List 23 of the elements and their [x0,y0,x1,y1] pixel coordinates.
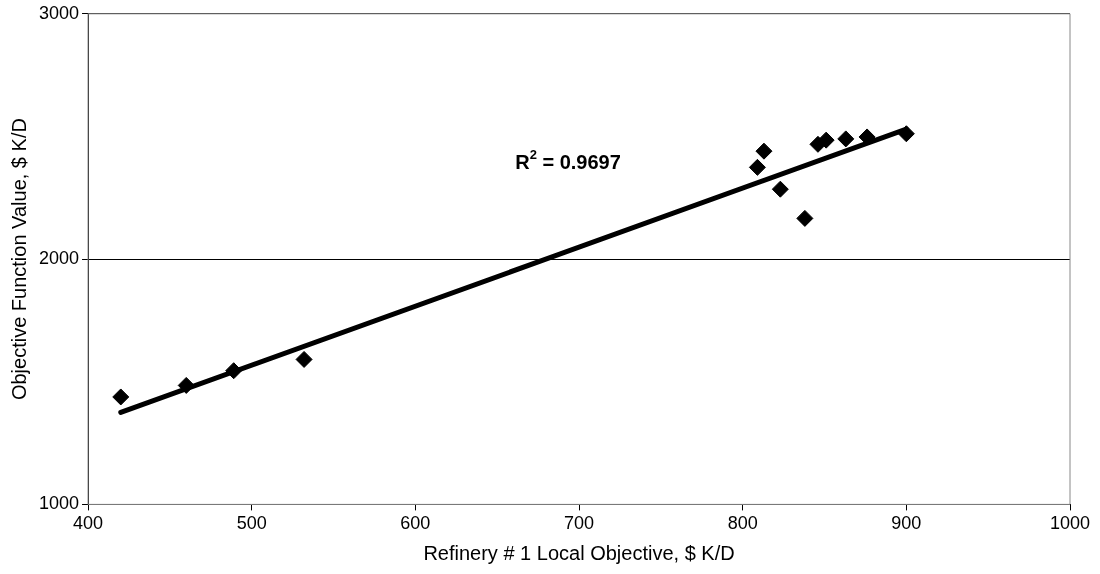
x-tick-label: 800 [727,513,758,534]
y-tick-label: 2000 [39,248,80,269]
y-tick-label: 1000 [39,493,80,514]
x-tick-label: 700 [564,513,595,534]
point [755,142,773,160]
point [748,158,766,176]
point [796,209,814,227]
point [771,180,789,198]
x-tick-label: 1000 [1049,513,1091,534]
x-tick-label: 500 [236,513,267,534]
point [817,131,835,149]
point [837,130,855,148]
point [177,376,195,394]
y-axis-title: Objective Function Value, $ K/D [7,118,30,401]
x-tick-label: 400 [73,513,104,534]
point [897,125,915,143]
point [112,388,130,406]
x-tick-label: 900 [891,513,922,534]
x-axis-title: Refinery # 1 Local Objective, $ K/D [423,541,735,564]
x-tick-label: 600 [400,513,431,534]
point [225,362,243,380]
point [295,350,313,368]
y-tick-label: 3000 [39,2,80,23]
